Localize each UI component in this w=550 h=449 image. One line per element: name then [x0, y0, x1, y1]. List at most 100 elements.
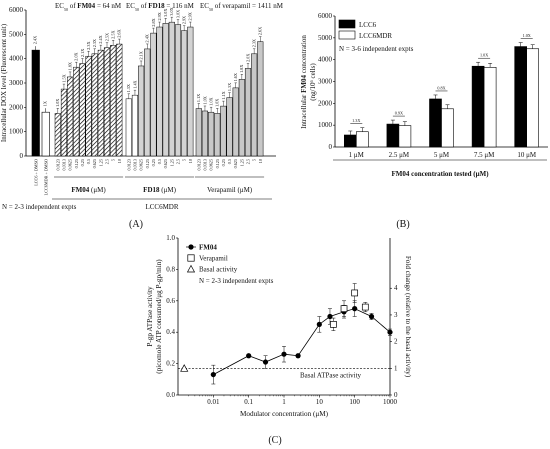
panel-b-y-tick-label: 2000	[318, 99, 333, 107]
concentration-tick-label: 0.625	[92, 159, 97, 168]
ec50-name: verapamil = 1411 nM	[222, 2, 283, 10]
concentration-tick-label: 1.25	[239, 159, 244, 166]
group-fold-label: 1.0X	[209, 97, 214, 105]
panel-a-y-tick-label: 2000	[9, 103, 24, 111]
ylabel-part: (ng/10	[309, 82, 317, 101]
legend-swatch	[338, 19, 356, 29]
group-bar	[97, 49, 104, 157]
group-fold-label: 3.0X	[175, 10, 180, 18]
fm04-point	[387, 329, 393, 335]
concentration-tick-label: 10	[117, 159, 122, 163]
fm04-point	[246, 353, 252, 359]
panel-c-y-tick-label: 0.0	[166, 391, 175, 399]
fm04-point	[295, 353, 301, 359]
group-fold-label: 2.3X	[252, 39, 257, 47]
group-bar	[125, 98, 132, 157]
panel-b-bar	[343, 134, 357, 148]
concentration-tick-label: 0.125	[145, 159, 150, 168]
group-fold-label: 1.8X	[68, 62, 73, 70]
legend-marker	[188, 244, 194, 250]
fm04-point	[262, 359, 269, 365]
panel-c-y-tick-label: 0.2	[166, 360, 175, 368]
concentration-tick-label: 0.125	[215, 159, 220, 168]
panel-c-x-tick-label: 1	[282, 398, 286, 406]
ec50-of: of	[68, 2, 77, 10]
ratio-label: 1.0X	[523, 33, 531, 38]
xlabel-bold: FM04	[391, 170, 409, 178]
ec50-verapamil: EC50 of verapamil = 1411 nM	[200, 2, 284, 12]
group-bar	[131, 94, 138, 157]
panel-b-bar	[386, 123, 400, 148]
group-fold-label: 1.5X	[61, 74, 66, 82]
panel-c-x-tick-label: 1000	[383, 398, 398, 406]
group-label-unit: (μM)	[89, 186, 106, 194]
panel-b-bar	[483, 67, 497, 148]
ec50-sub: 50	[135, 7, 139, 12]
fm04-line	[213, 308, 391, 375]
concentration-tick-label: 5	[111, 159, 116, 161]
control-fold-label: 1X	[43, 101, 48, 106]
panel-c-chart: 0.0 0.2 0.4 0.6 0.8 1.0 0 1 2 3 4 0.01 0.1 1 10 100 1000…	[146, 234, 412, 418]
group-fold-label: 1.0X	[202, 96, 207, 104]
panel-b-bar	[355, 131, 369, 148]
panel-a-y-tick-label: 1000	[9, 128, 24, 136]
concentration-tick-label: 0.5	[227, 159, 232, 164]
group-fold-label: 1.1X	[196, 94, 201, 102]
group-fold-label: 2.0X	[74, 52, 79, 60]
concentration-tick-label: 0.0625	[139, 159, 144, 171]
group-bar	[67, 76, 74, 157]
group-fold-label: 2.6X	[117, 29, 122, 37]
concentration-tick-label: 2.5	[246, 159, 251, 164]
panel-b-y-tick-label: 4000	[318, 56, 333, 64]
fm04-point	[210, 371, 216, 378]
panel-c-y2-tick-label: 3	[394, 311, 398, 319]
panel-c-note: N = 2-3 independent expts	[199, 277, 274, 285]
control-category-label: LCC6MDR + DMSO	[43, 159, 48, 195]
ylabel-part: concentration	[300, 35, 308, 75]
group-bar	[251, 53, 258, 157]
panel-c-y2-tick-label: 4	[394, 284, 398, 292]
group-fold-label: 1.8X	[239, 65, 244, 73]
group-bar	[60, 88, 68, 157]
fm04-point	[327, 313, 333, 320]
verapamil-point	[330, 321, 337, 328]
group-bar	[79, 63, 86, 157]
panel-b-category: 7.5 μM	[474, 151, 495, 159]
concentration-tick-label: 0.25	[151, 159, 156, 166]
panel-b-bar	[398, 125, 412, 148]
legend-label: LCC6MDR	[359, 32, 392, 40]
legend-swatch	[338, 30, 356, 40]
group-bar	[257, 41, 264, 157]
group-bar	[150, 32, 157, 157]
panel-c-y-label-2: (picomole ATP consumed/μg P-gp/min)	[155, 259, 163, 374]
panel-a-y-label: Intracellular DOX level (Fluorescent uni…	[0, 23, 8, 142]
panel-a-y-tick-label: 5000	[9, 30, 24, 38]
ec50-of: of	[139, 2, 148, 10]
panel-a-y-tick-label: 3000	[9, 79, 24, 87]
ratio-label: 0.8X	[437, 85, 445, 90]
group-bar	[91, 53, 98, 157]
group-fold-label: 3.0X	[169, 7, 174, 15]
group-fold-label: 1.3X	[126, 84, 131, 92]
panel-b-x-label: FM04 concentration tested (μM)	[391, 170, 489, 178]
group-fold-label: 2.9X	[188, 12, 193, 20]
group-fold-label: 1.4X	[132, 80, 137, 88]
verapamil-point	[340, 305, 348, 312]
legend-marker	[187, 254, 195, 262]
panel-a-y-tick-label: 6000	[9, 6, 24, 14]
group-bar	[238, 79, 245, 157]
panel-b-note: N = 3-6 independent expts	[339, 45, 414, 53]
group-fold-label: 2.1X	[139, 51, 144, 59]
panel-c-y-tick-label: 0.8	[166, 265, 175, 273]
ratio-label: 1.3X	[352, 118, 360, 123]
panel-c-x-tick-label: 10	[316, 398, 324, 406]
concentration-tick-label: 5	[252, 159, 257, 161]
group-fold-label: 3.0X	[163, 9, 168, 17]
panel-a-note: N = 2-3 independent expts	[2, 203, 77, 211]
panel-c-x-tick-label: 0.01	[207, 398, 220, 406]
concentration-tick-label: 0.0313	[202, 159, 207, 171]
fm04-point	[368, 313, 375, 320]
concentration-tick-label: 10	[188, 159, 193, 163]
ec50-name: FM04	[77, 2, 95, 10]
group-bar	[174, 24, 182, 157]
